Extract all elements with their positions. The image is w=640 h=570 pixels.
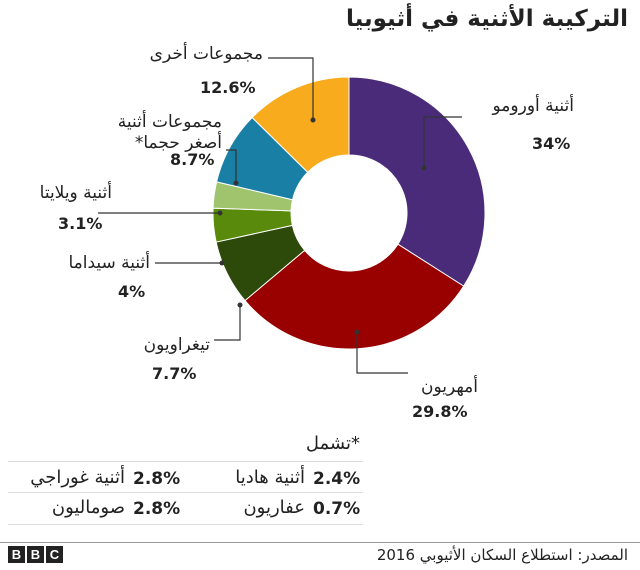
- footnote-gurage-label: أثنية غوراجي: [30, 467, 125, 488]
- value-other: 12.6%: [200, 78, 256, 97]
- footnote-somali-label: صوماليون: [51, 497, 125, 518]
- label-wolayta: أثنية ويلايتا: [39, 183, 112, 203]
- donut-slice-6: [251, 76, 350, 173]
- value-oromo: 34%: [532, 134, 571, 153]
- footnote-somali-pct: 2.8%: [133, 499, 181, 519]
- value-amhara: 29.8%: [412, 402, 468, 421]
- footnote-afar-pct: 0.7%: [313, 499, 361, 519]
- label-tigray: تيغراويون: [143, 335, 210, 355]
- footnote-hadiya-pct: 2.4%: [313, 469, 361, 489]
- leader-tigray: [214, 305, 241, 341]
- leader-amhara: [356, 332, 408, 374]
- leader-lines: [98, 57, 462, 374]
- footnote-hadiya-label: أثنية هاديا: [235, 467, 305, 488]
- footnote-title: *تشمل: [305, 433, 360, 454]
- chart-title: التركيبة الأثنية في أثيوبيا: [345, 6, 628, 32]
- label-sidama: أثنية سيداما: [68, 253, 150, 273]
- leader-smaller: [226, 149, 237, 183]
- donut-slice-0: [348, 76, 486, 287]
- value-tigray: 7.7%: [152, 364, 197, 383]
- value-sidama: 4%: [118, 282, 146, 301]
- value-smaller: 8.7%: [170, 150, 215, 169]
- label-smaller-line1: مجموعات أثنية: [117, 112, 222, 132]
- leader-oromo: [423, 116, 462, 168]
- source-note: المصدر: استطلاع السكان الأثيوبي 2016: [376, 546, 628, 564]
- label-oromo: أثنية أورومو: [492, 96, 574, 116]
- label-other: مجموعات أخرى: [149, 44, 263, 64]
- leader-other: [268, 57, 314, 120]
- label-smaller-line2: أصغر حجما*: [134, 133, 222, 153]
- value-wolayta: 3.1%: [58, 214, 103, 233]
- label-amhara: أمهريون: [420, 377, 478, 397]
- footnote-afar-label: عفاريون: [243, 497, 305, 518]
- footnote-gurage-pct: 2.8%: [133, 469, 181, 489]
- donut-slice-1: [244, 243, 465, 350]
